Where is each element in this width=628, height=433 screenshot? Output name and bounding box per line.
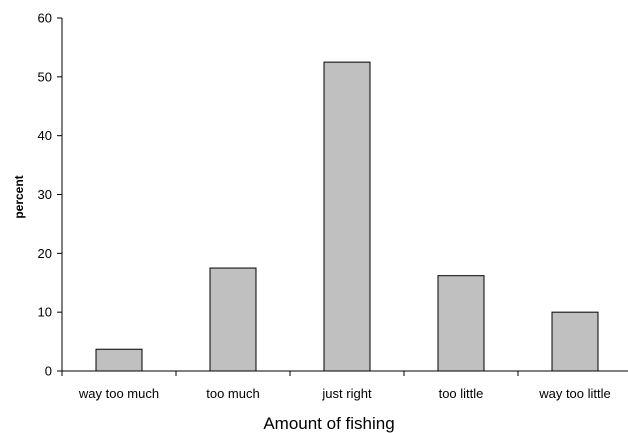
y-ticks-group: 0 10 20 30 40 50 60	[38, 11, 62, 379]
bar	[551, 311, 599, 372]
bars-group	[95, 61, 599, 372]
y-tick-label: 10	[38, 305, 52, 320]
y-tick-label: 20	[38, 246, 52, 261]
y-tick-label: 50	[38, 69, 52, 84]
x-axis-title: Amount of fishing	[263, 414, 394, 433]
y-axis-title: percent	[12, 175, 26, 218]
x-tick-label: way too much	[78, 386, 159, 401]
x-tick-label: too little	[439, 386, 484, 401]
x-ticks-group: way too much too much just right too little…	[61, 371, 611, 401]
bar	[95, 348, 143, 372]
y-tick-label: 0	[45, 364, 52, 379]
x-tick-label: too much	[206, 386, 259, 401]
bar	[209, 267, 257, 372]
bar	[437, 275, 485, 372]
bar	[323, 61, 371, 372]
y-tick-label: 40	[38, 128, 52, 143]
x-tick-label: way too little	[538, 386, 611, 401]
y-tick-label: 60	[38, 11, 52, 26]
x-tick-label: just right	[321, 386, 372, 401]
y-tick-label: 30	[38, 187, 52, 202]
